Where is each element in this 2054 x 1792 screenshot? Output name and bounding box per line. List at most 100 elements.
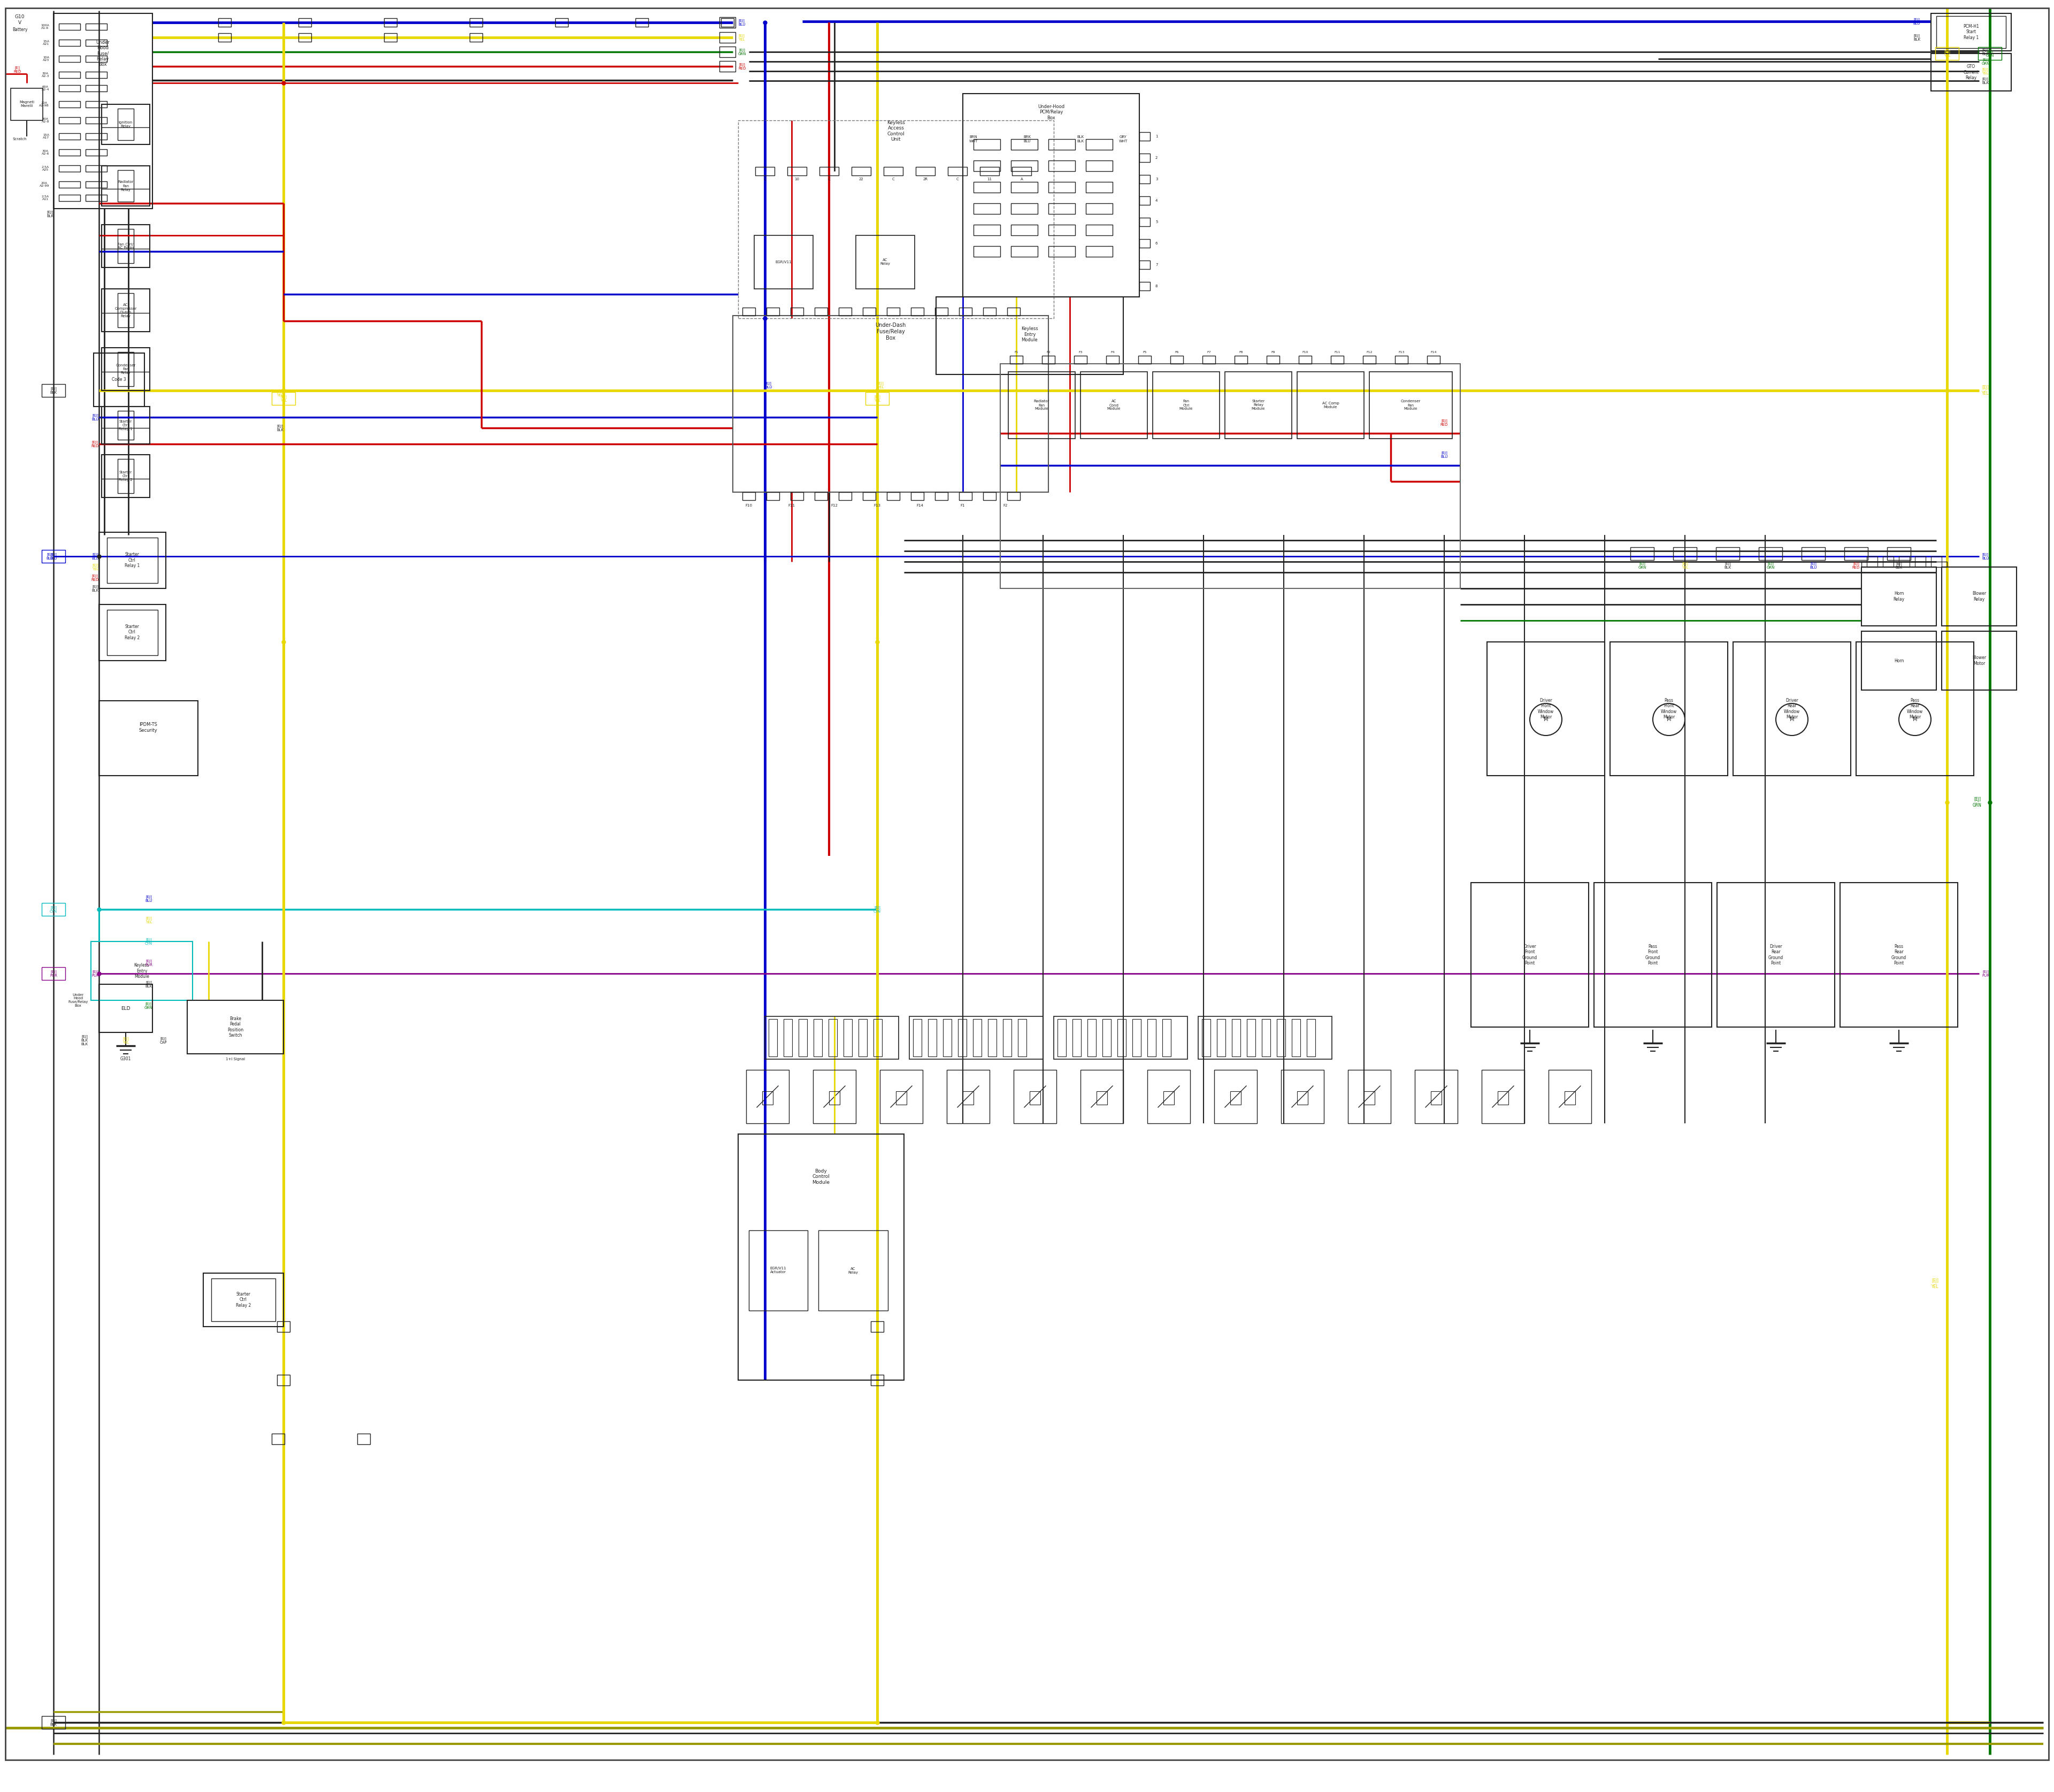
Text: 6: 6 bbox=[1154, 242, 1158, 246]
Bar bbox=[959, 493, 972, 500]
Bar bbox=[90, 941, 193, 1000]
Text: 1: 1 bbox=[1154, 134, 1158, 138]
Text: Starter
Ctrl
Relay 1: Starter Ctrl Relay 1 bbox=[119, 419, 134, 430]
Text: Condenser
Fan
Module: Condenser Fan Module bbox=[1401, 400, 1421, 410]
Bar bbox=[271, 1434, 286, 1444]
Text: [EJ]
YEL: [EJ] YEL bbox=[277, 389, 283, 396]
Bar bbox=[1594, 883, 1711, 1027]
Bar bbox=[828, 1020, 838, 1057]
Bar bbox=[1087, 246, 1113, 256]
Bar bbox=[1163, 1091, 1175, 1104]
Bar bbox=[750, 1231, 807, 1310]
Text: [EJ]
BLU: [EJ] BLU bbox=[92, 552, 99, 559]
Text: [EJ]
BLK: [EJ] BLK bbox=[146, 980, 152, 987]
Bar bbox=[830, 1091, 840, 1104]
Bar bbox=[86, 181, 107, 188]
Bar bbox=[60, 133, 80, 140]
Text: [EJ]
RED: [EJ] RED bbox=[1853, 561, 1861, 570]
Text: [EJ]
BLU: [EJ] BLU bbox=[764, 382, 772, 389]
Bar bbox=[1298, 357, 1313, 364]
Text: Pass
Front
Window
Motor: Pass Front Window Motor bbox=[1662, 699, 1676, 720]
Bar bbox=[1087, 161, 1113, 172]
Text: [EJ]
BLK: [EJ] BLK bbox=[1896, 561, 1902, 570]
Bar bbox=[857, 235, 914, 289]
Bar bbox=[813, 1020, 822, 1057]
Text: [EJ]
BLU: [EJ] BLU bbox=[47, 552, 53, 559]
Bar bbox=[1171, 357, 1183, 364]
Text: BRK
BLU: BRK BLU bbox=[1023, 136, 1031, 143]
Text: Keyless
Entry
Module: Keyless Entry Module bbox=[134, 962, 150, 978]
Text: [EJ]
YEL: [EJ] YEL bbox=[1982, 385, 1988, 396]
Text: [EJ]
BLU: [EJ] BLU bbox=[49, 552, 58, 559]
Bar bbox=[947, 167, 967, 176]
Text: F1: F1 bbox=[961, 504, 965, 507]
Text: [EJ]
GRN: [EJ] GRN bbox=[144, 1002, 152, 1009]
Bar bbox=[741, 308, 756, 315]
Bar bbox=[1717, 883, 1834, 1027]
Bar bbox=[1216, 1020, 1226, 1057]
Text: F13: F13 bbox=[873, 504, 881, 507]
Text: 4: 4 bbox=[1154, 199, 1158, 202]
Text: [EJ]
BLK: [EJ] BLK bbox=[1912, 34, 1920, 41]
Bar bbox=[863, 493, 875, 500]
Bar bbox=[60, 116, 80, 124]
Text: Fan Ctrl/
AC Relay: Fan Ctrl/ AC Relay bbox=[117, 242, 134, 249]
Bar bbox=[974, 181, 1000, 192]
Bar bbox=[1306, 1020, 1315, 1057]
Bar bbox=[1117, 1020, 1126, 1057]
Bar bbox=[820, 167, 838, 176]
Bar bbox=[1840, 883, 1957, 1027]
Text: M: M bbox=[1789, 717, 1795, 722]
Text: [EJ]
BLK: [EJ] BLK bbox=[277, 425, 283, 432]
Text: Magneti
Marelli: Magneti Marelli bbox=[18, 100, 35, 108]
Bar bbox=[1011, 357, 1023, 364]
Bar bbox=[60, 181, 80, 188]
Text: Driver
Rear
Ground
Point: Driver Rear Ground Point bbox=[1768, 944, 1783, 966]
Bar bbox=[1224, 371, 1292, 439]
Bar bbox=[86, 72, 107, 79]
Text: Blower
Relay: Blower Relay bbox=[1972, 591, 1986, 602]
Bar bbox=[746, 1070, 789, 1124]
Text: [EJ]
RED: [EJ] RED bbox=[737, 63, 746, 70]
Bar bbox=[1214, 1070, 1257, 1124]
Text: Radiator
Fan
Relay: Radiator Fan Relay bbox=[117, 181, 134, 192]
Text: Body
Control
Module: Body Control Module bbox=[811, 1168, 830, 1185]
Bar bbox=[838, 308, 852, 315]
Text: 1+I Signal: 1+I Signal bbox=[226, 1057, 244, 1061]
Bar bbox=[101, 224, 150, 267]
Bar bbox=[928, 1020, 937, 1057]
Bar bbox=[117, 351, 134, 387]
Text: Pass
Rear
Window
Motor: Pass Rear Window Motor bbox=[1906, 699, 1923, 720]
Bar bbox=[959, 308, 972, 315]
Bar bbox=[721, 18, 733, 27]
Text: F2: F2 bbox=[1045, 351, 1050, 353]
Bar bbox=[916, 167, 935, 176]
Bar bbox=[974, 246, 1000, 256]
Bar bbox=[298, 34, 312, 41]
Bar bbox=[218, 34, 230, 41]
Text: A: A bbox=[1021, 177, 1023, 181]
Text: 60A
A2-4: 60A A2-4 bbox=[41, 86, 49, 91]
Bar bbox=[212, 1278, 275, 1321]
Text: [EJ]
YEL: [EJ] YEL bbox=[279, 394, 288, 401]
Text: AC
Relay: AC Relay bbox=[881, 258, 889, 265]
Bar bbox=[101, 407, 150, 444]
Bar bbox=[203, 1272, 283, 1326]
Bar bbox=[1152, 371, 1220, 439]
Bar bbox=[865, 392, 889, 405]
Bar bbox=[1234, 357, 1247, 364]
Bar bbox=[60, 84, 80, 91]
Bar bbox=[60, 56, 80, 63]
Bar bbox=[974, 1020, 982, 1057]
Bar bbox=[1048, 140, 1074, 151]
Text: [EJ]
PUR: [EJ] PUR bbox=[1982, 969, 1988, 977]
Text: [EJ]
RED: [EJ] RED bbox=[1440, 419, 1448, 426]
Text: Under-Dash
Fuse/Relay
Box: Under-Dash Fuse/Relay Box bbox=[875, 323, 906, 340]
Bar bbox=[764, 1016, 900, 1059]
Bar bbox=[887, 308, 900, 315]
Bar bbox=[1347, 1070, 1391, 1124]
Bar bbox=[60, 100, 80, 108]
Bar bbox=[1019, 1020, 1027, 1057]
Text: 15A
A17: 15A A17 bbox=[43, 134, 49, 140]
Bar bbox=[1011, 181, 1037, 192]
